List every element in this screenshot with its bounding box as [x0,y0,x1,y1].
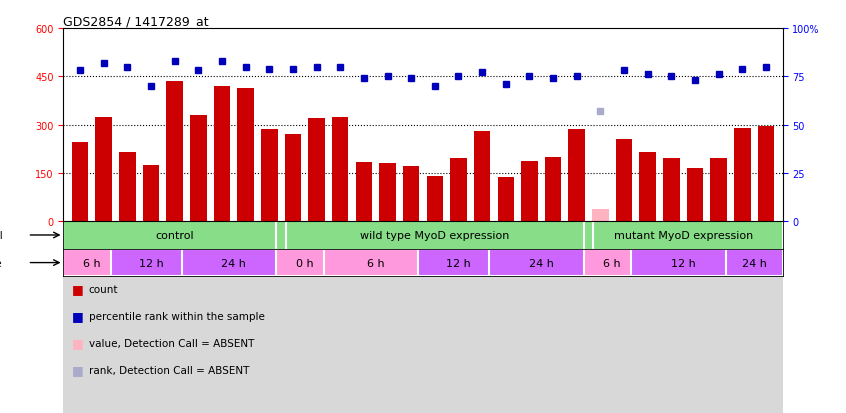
Bar [332,117,349,222]
Bar [167,82,183,222]
Bar [63,249,120,277]
Bar [418,249,498,277]
Text: value, Detection Call = ABSENT: value, Detection Call = ABSENT [89,338,254,348]
Bar [726,249,783,277]
Bar [111,249,191,277]
Text: ■: ■ [72,336,84,349]
Bar [182,249,286,277]
Bar [403,167,420,222]
Bar [379,164,396,222]
Bar [214,87,230,222]
Bar [119,152,135,222]
Text: wild type MyoD expression: wild type MyoD expression [360,230,509,240]
Text: 12 h: 12 h [139,258,163,268]
Bar [238,88,254,222]
Text: 0 h: 0 h [296,258,314,268]
Bar [758,127,774,222]
Bar [426,177,443,222]
Text: 6 h: 6 h [367,258,384,268]
Text: time: time [0,258,3,268]
Text: ■: ■ [72,363,84,376]
Bar [592,209,608,222]
Text: ■: ■ [72,282,84,296]
Text: 6 h: 6 h [83,258,101,268]
Bar [521,161,538,222]
Bar [355,162,372,222]
Text: GDS2854 / 1417289_at: GDS2854 / 1417289_at [63,15,209,28]
Bar [63,222,783,413]
Bar [261,130,277,222]
Bar [734,128,750,222]
Text: 24 h: 24 h [529,258,554,268]
Bar [450,159,467,222]
Bar [497,177,514,222]
Bar [631,249,735,277]
Text: percentile rank within the sample: percentile rank within the sample [89,311,265,321]
Text: 6 h: 6 h [603,258,621,268]
Text: 12 h: 12 h [671,258,695,268]
Bar [640,152,656,222]
Bar [584,249,640,277]
Bar [96,117,112,222]
Text: count: count [89,284,118,294]
Text: 12 h: 12 h [446,258,471,268]
Bar [569,130,585,222]
Text: protocol: protocol [0,230,3,240]
Bar [277,249,333,277]
Bar [616,140,632,222]
Bar [687,169,703,222]
Bar [711,159,727,222]
Text: control: control [156,230,194,240]
Bar [545,157,562,222]
Text: 24 h: 24 h [222,258,246,268]
Bar [489,249,593,277]
Bar [143,166,159,222]
Text: ■: ■ [72,309,84,323]
Bar [72,143,88,222]
Bar [324,249,428,277]
Bar [284,135,301,222]
Bar [663,159,679,222]
Text: 24 h: 24 h [742,258,766,268]
Bar [308,119,325,222]
Bar [474,132,491,222]
Text: mutant MyoD expression: mutant MyoD expression [613,230,753,240]
Bar [190,116,206,222]
Text: rank, Detection Call = ABSENT: rank, Detection Call = ABSENT [89,365,250,375]
